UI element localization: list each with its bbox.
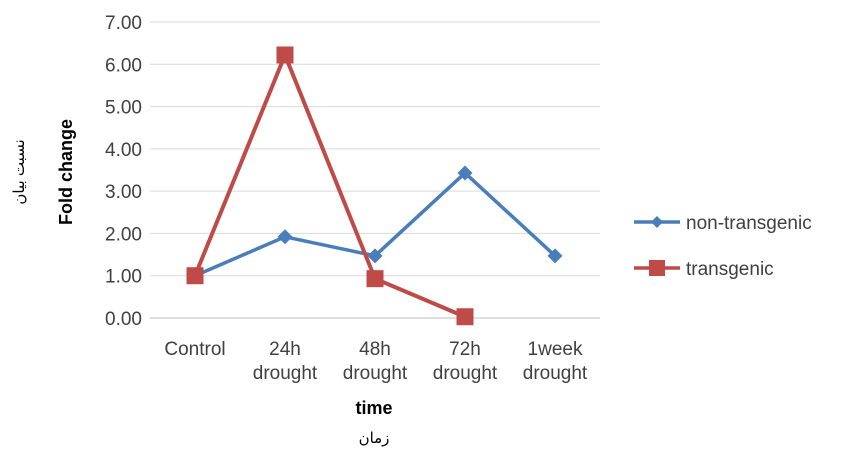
x-tick-label: 1week drought — [523, 339, 588, 384]
y-tick-label: 6.00 — [105, 55, 142, 76]
legend-marker — [651, 216, 663, 228]
y-axis-title: Fold change — [56, 119, 76, 225]
x-tick-label-line: Control — [164, 339, 225, 360]
legend-marker — [649, 260, 665, 276]
data-point — [367, 248, 383, 264]
y-tick-label: 7.00 — [105, 13, 142, 34]
y-tick-label: 3.00 — [105, 182, 142, 203]
x-tick-label: 24h drought — [253, 339, 318, 384]
x-tick-label-line: 48h — [359, 339, 391, 360]
x-tick-label: 48h drought — [343, 339, 408, 384]
x-tick-label-line: 72h — [449, 339, 481, 360]
data-point — [186, 267, 204, 285]
legend-item: transgenic — [634, 259, 774, 280]
x-tick-label: 72h drought — [433, 339, 498, 384]
x-axis-title: time — [355, 398, 392, 418]
y-tick-label: 4.00 — [105, 140, 142, 161]
data-point — [277, 229, 293, 245]
data-point — [366, 270, 384, 288]
legend-label: non-transgenic — [686, 213, 812, 234]
gridlines — [150, 21, 600, 319]
x-tick-label-line: drought — [433, 363, 498, 384]
x-tick-label-line: drought — [343, 363, 408, 384]
x-tick-label-line: 1week — [528, 339, 583, 360]
data-point — [547, 248, 563, 264]
series-non-transgenic — [187, 165, 563, 284]
x-tick-label: Control — [164, 339, 225, 360]
data-point — [456, 308, 474, 326]
y-tick-label: 0.00 — [105, 309, 142, 330]
x-tick-label-line: 24h — [269, 339, 301, 360]
series-transgenic — [186, 46, 474, 326]
legend-label: transgenic — [686, 259, 774, 280]
series-layer — [186, 46, 563, 326]
y-tick-label: 5.00 — [105, 98, 142, 119]
x-axis-title-secondary: زمان — [359, 430, 390, 447]
y-axis-ticks: 0.00 1.00 2.00 3.00 4.00 5.00 6.00 7.00 — [105, 13, 142, 330]
legend: non-transgenic transgenic — [634, 213, 812, 280]
x-tick-label-line: drought — [523, 363, 588, 384]
x-tick-label-line: drought — [253, 363, 318, 384]
data-point — [276, 46, 294, 64]
data-point — [457, 165, 473, 181]
y-tick-label: 2.00 — [105, 224, 142, 245]
legend-item: non-transgenic — [634, 213, 812, 234]
series-line — [193, 52, 466, 319]
y-axis-title-secondary: نسبت بیان — [11, 139, 28, 204]
y-tick-label: 1.00 — [105, 267, 142, 288]
